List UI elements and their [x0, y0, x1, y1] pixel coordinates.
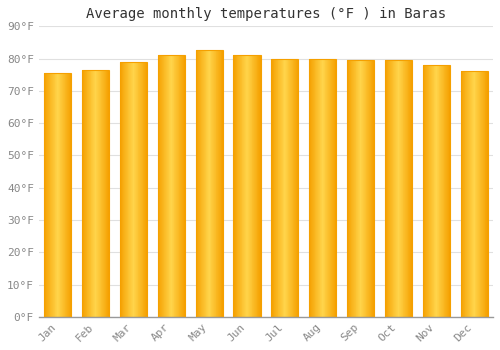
Bar [422, 65, 450, 317]
Bar [196, 50, 223, 317]
Bar [460, 71, 488, 317]
Bar [309, 58, 336, 317]
Bar [158, 55, 185, 317]
Bar [347, 60, 374, 317]
Bar [82, 70, 109, 317]
Bar [120, 62, 147, 317]
Title: Average monthly temperatures (°F ) in Baras: Average monthly temperatures (°F ) in Ba… [86, 7, 446, 21]
Bar [271, 58, 298, 317]
Bar [385, 60, 412, 317]
Bar [44, 73, 72, 317]
Bar [234, 55, 260, 317]
